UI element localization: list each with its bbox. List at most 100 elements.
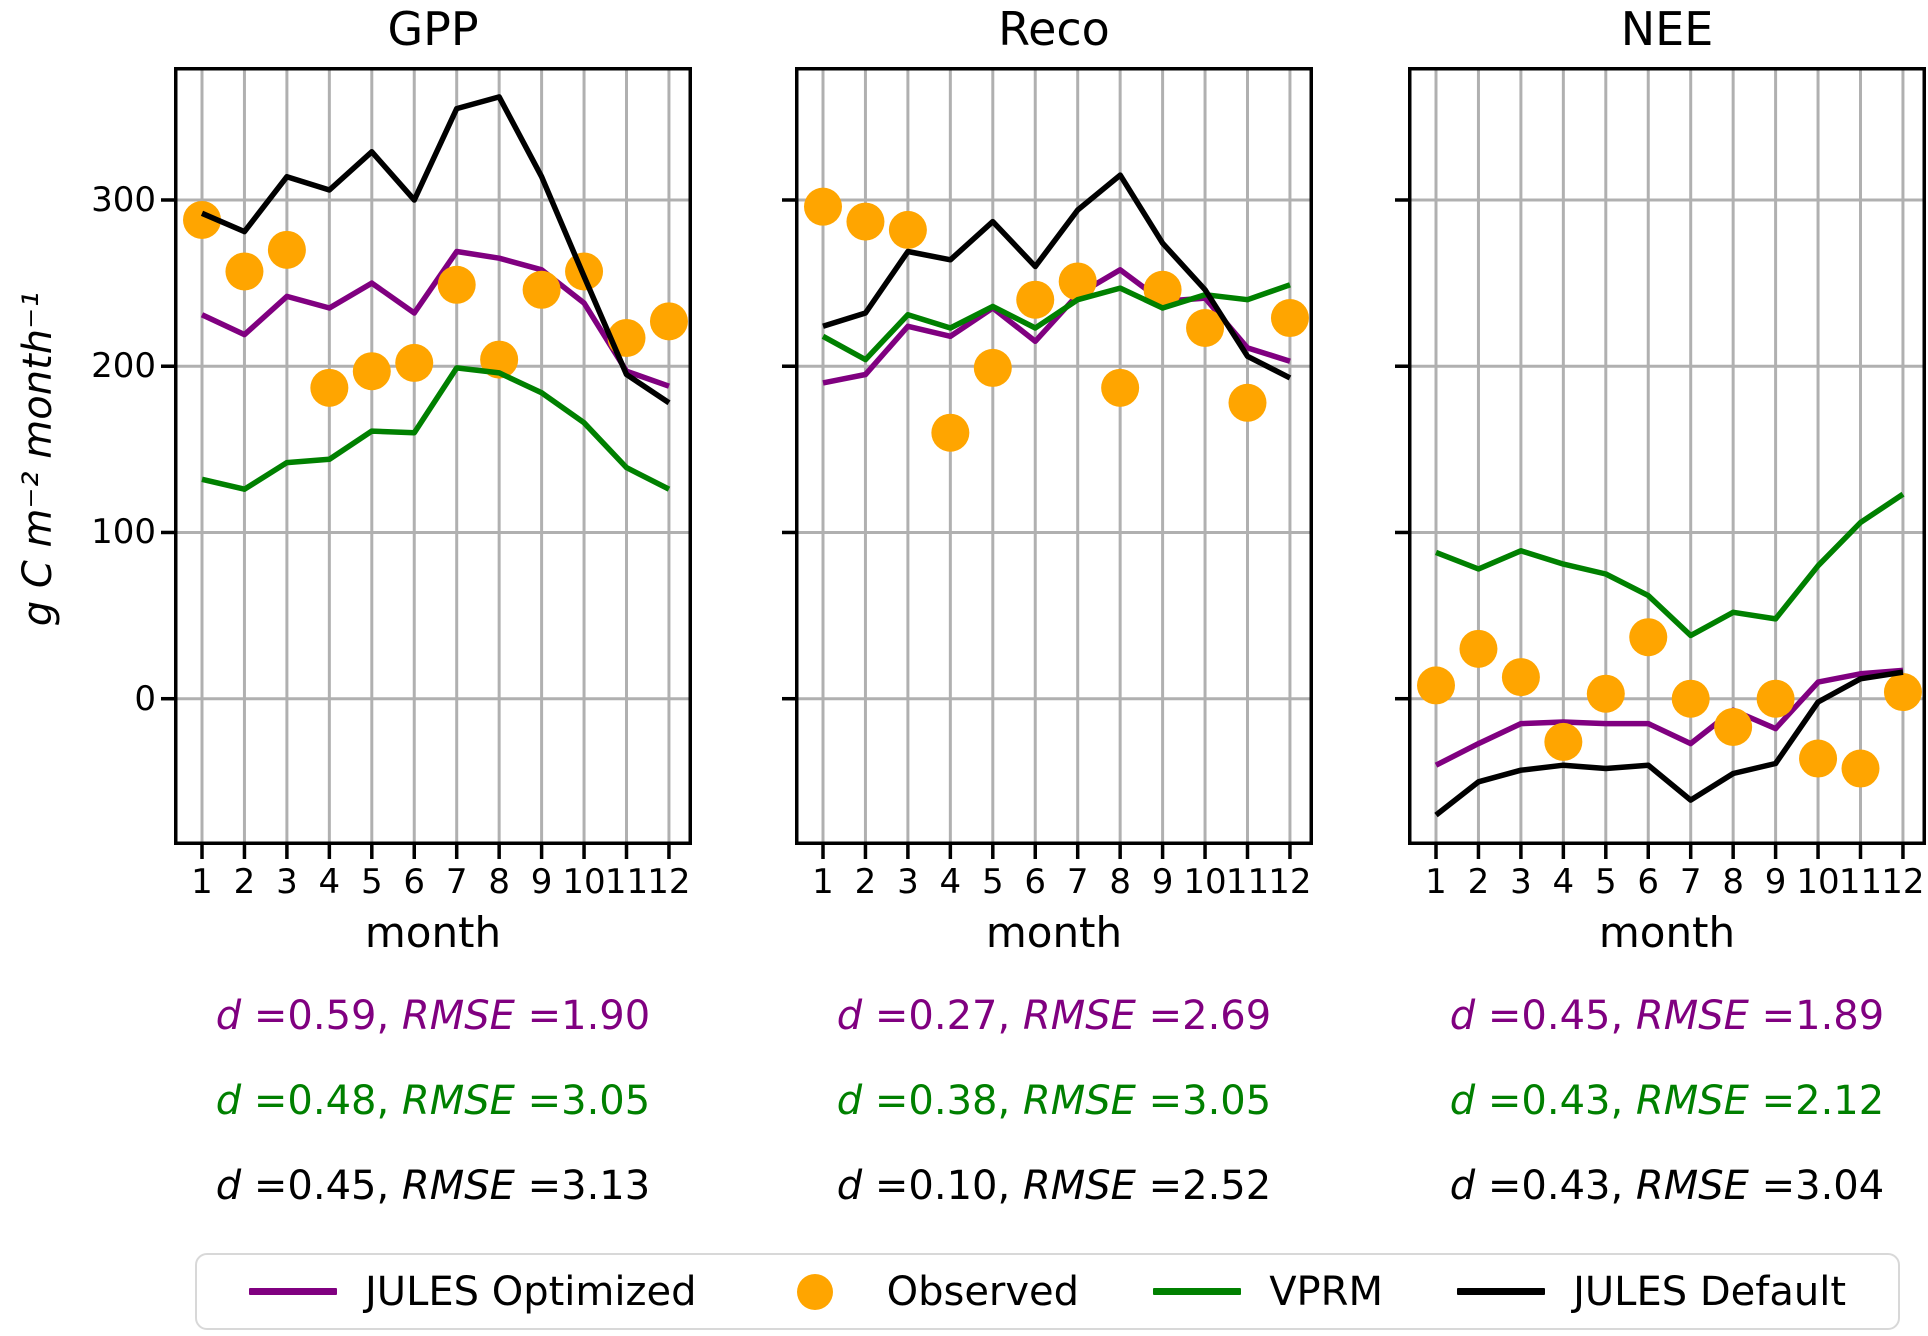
legend-line-marker bbox=[1153, 1288, 1242, 1295]
x-tick-label: 9 bbox=[1151, 862, 1174, 902]
x-tick-label: 5 bbox=[1594, 862, 1617, 902]
stat-rmse-label: RMSE bbox=[401, 993, 515, 1039]
x-tick-label: 4 bbox=[939, 862, 962, 902]
x-tick-label: 11 bbox=[1225, 862, 1270, 902]
legend-entry-jules-optimized: JULES Optimized bbox=[249, 1269, 696, 1315]
stat-rmse-label: RMSE bbox=[1635, 993, 1749, 1039]
series-line-jules-default bbox=[822, 172, 1292, 381]
observed-markers bbox=[804, 187, 1309, 452]
x-tick-label: 7 bbox=[1066, 862, 1089, 902]
x-tick-label: 4 bbox=[1552, 862, 1575, 902]
plot-area-gpp bbox=[161, 67, 692, 859]
x-tick-label: 8 bbox=[1109, 862, 1131, 902]
stat-d-label: d bbox=[836, 993, 863, 1039]
x-tick-label: 12 bbox=[1268, 862, 1312, 902]
x-tick-label: 3 bbox=[897, 862, 919, 902]
x-axis-label: month bbox=[985, 908, 1123, 957]
series-line-jules-optimized bbox=[1434, 667, 1904, 768]
x-tick-label: 9 bbox=[530, 862, 553, 902]
legend-entry-jules-default: JULES Default bbox=[1457, 1269, 1846, 1315]
y-tick-label: 200 bbox=[91, 346, 156, 387]
stat-rmse-label: RMSE bbox=[1022, 993, 1136, 1039]
x-tick-label: 6 bbox=[1024, 862, 1047, 902]
series-line-vprm bbox=[201, 365, 671, 492]
stat-d-label: d bbox=[1449, 1163, 1476, 1209]
observed-markers bbox=[1417, 618, 1922, 788]
legend-dot-marker bbox=[796, 1273, 833, 1310]
legend-label: Observed bbox=[886, 1268, 1080, 1315]
x-tick-label: 8 bbox=[1722, 862, 1744, 902]
x-tick-label: 12 bbox=[1881, 862, 1925, 902]
x-tick-label: 1 bbox=[1425, 862, 1447, 902]
stat-d-label: d bbox=[215, 1078, 242, 1124]
series-line-jules-optimized bbox=[200, 248, 670, 389]
observed-markers bbox=[183, 200, 688, 407]
legend-label: JULES Optimized bbox=[365, 1268, 697, 1315]
stat-d-label: d bbox=[1449, 993, 1476, 1039]
stats-row-jules-default: d =0.10, RMSE =2.52 bbox=[836, 1163, 1272, 1209]
x-tick-label: 1 bbox=[812, 862, 834, 902]
x-tick-label: 7 bbox=[1679, 862, 1702, 902]
stats-row-vprm: d =0.48, RMSE =3.05 bbox=[215, 1078, 651, 1124]
series-line-jules-optimized bbox=[822, 267, 1291, 386]
x-tick-label: 11 bbox=[604, 862, 649, 902]
panel-title-gpp: GPP bbox=[387, 2, 479, 56]
legend: JULES Optimized Observed VPRM JULES Default bbox=[195, 1253, 1900, 1330]
stat-rmse-label: RMSE bbox=[1635, 1163, 1749, 1209]
x-tick-label: 10 bbox=[562, 862, 606, 902]
x-tick-label: 6 bbox=[403, 862, 426, 902]
stats-row-jules-optimized: d =0.27, RMSE =2.69 bbox=[836, 993, 1272, 1039]
y-tick-label: 100 bbox=[91, 512, 156, 553]
x-axis-label: month bbox=[1598, 908, 1736, 957]
series-line-vprm bbox=[1434, 491, 1905, 639]
x-tick-label: 8 bbox=[488, 862, 510, 902]
x-tick-label: 6 bbox=[1637, 862, 1660, 902]
x-tick-label: 9 bbox=[1764, 862, 1787, 902]
stats-row-jules-default: d =0.45, RMSE =3.13 bbox=[215, 1163, 651, 1209]
legend-entry-vprm: VPRM bbox=[1153, 1269, 1383, 1315]
x-tick-label: 5 bbox=[360, 862, 383, 902]
x-tick-label: 2 bbox=[1467, 862, 1490, 902]
stats-row-vprm: d =0.43, RMSE =2.12 bbox=[1449, 1078, 1885, 1124]
x-tick-label: 2 bbox=[854, 862, 877, 902]
stat-rmse-label: RMSE bbox=[401, 1078, 515, 1124]
legend-label: JULES Default bbox=[1573, 1268, 1846, 1315]
series-line-vprm bbox=[821, 282, 1291, 363]
plot-area-reco bbox=[782, 67, 1313, 859]
legend-line-marker bbox=[249, 1288, 337, 1295]
x-tick-label: 10 bbox=[1183, 862, 1227, 902]
stats-row-vprm: d =0.38, RMSE =3.05 bbox=[836, 1078, 1272, 1124]
x-tick-label: 7 bbox=[445, 862, 468, 902]
legend-entry-observed: Observed bbox=[771, 1269, 1079, 1315]
y-tick-label: 0 bbox=[134, 678, 156, 719]
stat-rmse-label: RMSE bbox=[1635, 1078, 1749, 1124]
x-tick-label: 2 bbox=[233, 862, 256, 902]
y-axis-label: g C m⁻² month⁻¹ bbox=[15, 291, 61, 627]
legend-line-marker bbox=[1457, 1288, 1546, 1295]
x-tick-label: 1 bbox=[191, 862, 213, 902]
x-tick-label: 4 bbox=[318, 862, 341, 902]
x-axis-label: month bbox=[364, 908, 502, 957]
plot-area-nee bbox=[1395, 67, 1926, 859]
stat-rmse-label: RMSE bbox=[1022, 1163, 1136, 1209]
stat-d-label: d bbox=[215, 1163, 242, 1209]
series-line-jules-default bbox=[200, 94, 671, 406]
panel-title-reco: Reco bbox=[998, 2, 1110, 56]
stat-d-label: d bbox=[836, 1163, 863, 1209]
x-tick-label: 11 bbox=[1838, 862, 1883, 902]
stat-rmse-label: RMSE bbox=[401, 1163, 515, 1209]
x-tick-label: 10 bbox=[1796, 862, 1840, 902]
stat-d-label: d bbox=[1449, 1078, 1476, 1124]
stat-d-label: d bbox=[836, 1078, 863, 1124]
y-tick-label: 300 bbox=[91, 179, 156, 220]
x-tick-label: 3 bbox=[1510, 862, 1532, 902]
stats-row-jules-optimized: d =0.59, RMSE =1.90 bbox=[215, 993, 651, 1039]
panel-title-nee: NEE bbox=[1620, 2, 1714, 56]
legend-label: VPRM bbox=[1269, 1268, 1383, 1315]
stat-rmse-label: RMSE bbox=[1022, 1078, 1136, 1124]
series-line-jules-default bbox=[1434, 669, 1904, 818]
x-tick-label: 5 bbox=[981, 862, 1004, 902]
stats-row-jules-optimized: d =0.45, RMSE =1.89 bbox=[1449, 993, 1885, 1039]
x-tick-label: 12 bbox=[647, 862, 691, 902]
